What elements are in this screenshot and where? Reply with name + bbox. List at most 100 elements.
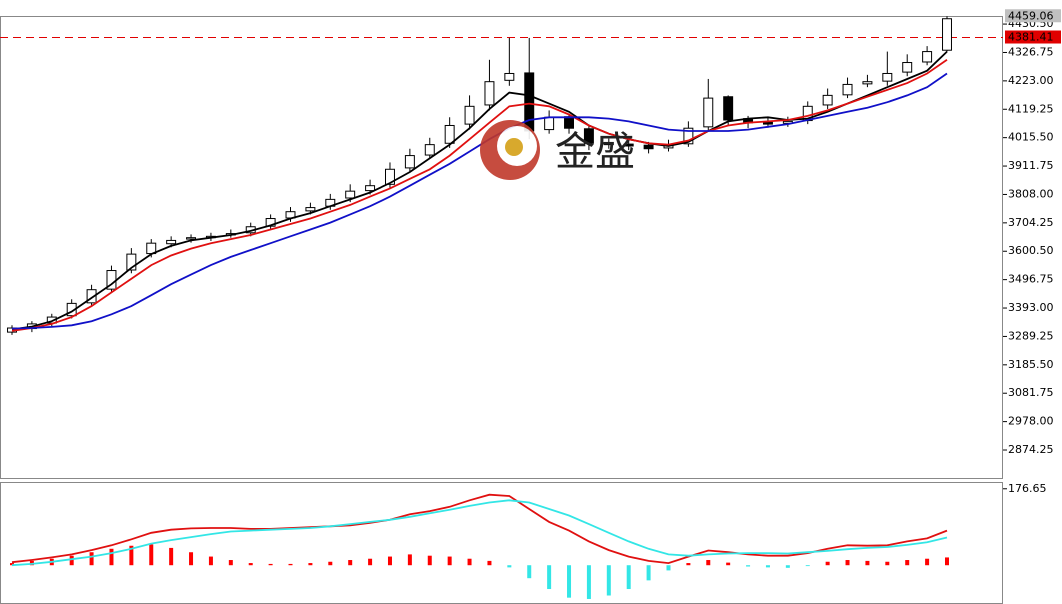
macd-bar: [129, 545, 134, 566]
candle-body: [583, 128, 594, 144]
macd-bar: [149, 544, 154, 566]
y-tick-label: 3185.50: [1008, 358, 1054, 371]
y-tick-label: 4119.25: [1008, 102, 1054, 115]
candle-body: [424, 144, 435, 156]
macd-bar: [547, 565, 552, 590]
macd-panel: [0, 482, 1003, 604]
macd-bar: [925, 558, 930, 566]
macd-bar: [348, 560, 353, 566]
y-tick-label: 4223.00: [1008, 74, 1054, 87]
macd-bar: [288, 563, 293, 566]
candle-body: [822, 94, 833, 106]
candle-body: [564, 116, 574, 129]
macd-bar: [527, 565, 532, 579]
macd-bar: [626, 565, 631, 590]
candle-body: [703, 97, 714, 128]
macd-bar: [189, 552, 194, 566]
y-tick-label: 2978.00: [1008, 415, 1054, 428]
macd-bar: [467, 558, 472, 566]
y-tick-label: 3393.00: [1008, 301, 1054, 314]
macd-bar: [268, 563, 273, 566]
y-tick-label: 3081.75: [1008, 386, 1054, 399]
macd-bar: [368, 558, 373, 566]
ma-line: [11, 493, 948, 565]
macd-bar: [69, 555, 74, 566]
y-tick-label: 3911.75: [1008, 159, 1054, 172]
macd-bar: [427, 555, 432, 566]
candle-body: [862, 81, 873, 85]
macd-bar: [746, 565, 751, 567]
last-price-label: 4459.06: [1008, 9, 1054, 22]
macd-bar: [885, 561, 890, 566]
macd-bar: [726, 562, 731, 566]
y-tick-label: 3704.25: [1008, 216, 1054, 229]
candle-body: [444, 124, 455, 144]
candle-body: [623, 143, 634, 147]
candle-body: [504, 72, 515, 81]
candle-body: [464, 105, 475, 125]
candle-body: [882, 72, 893, 82]
last-price-box: [1005, 9, 1061, 23]
candle-body: [126, 253, 137, 271]
macd-bar: [487, 560, 492, 566]
macd-bar: [328, 561, 333, 566]
macd-bar: [89, 552, 94, 566]
ma-line: [11, 72, 948, 330]
macd-bar: [765, 565, 770, 568]
ma-line: [11, 499, 948, 567]
candle-body: [166, 239, 177, 245]
marked-price-box: [1005, 30, 1061, 44]
watermark: 金盛: [555, 129, 635, 175]
macd-bar: [805, 565, 810, 567]
candle-body: [603, 141, 614, 146]
macd-bar: [248, 563, 253, 566]
ma-line: [11, 59, 948, 332]
candle-body: [186, 237, 197, 240]
logo: [480, 120, 540, 180]
logo-coin: [505, 138, 523, 156]
candle-body: [544, 116, 555, 131]
macd-bar: [228, 560, 233, 566]
macd-bar: [10, 563, 14, 566]
candle-body: [345, 190, 356, 199]
macd-bar: [169, 547, 174, 566]
marked-price-label: 4381.41: [1008, 31, 1054, 44]
y-tick-label: 4326.75: [1008, 45, 1054, 58]
candle-body: [86, 289, 97, 304]
macd-bar: [845, 560, 850, 566]
candle-body: [643, 144, 654, 150]
y-tick-label: 3808.00: [1008, 187, 1054, 200]
candle-body: [484, 81, 495, 106]
candle-body: [385, 168, 395, 185]
y-tick-label: 4015.50: [1008, 131, 1054, 144]
macd-bar: [407, 554, 412, 566]
macd-bar: [825, 561, 830, 566]
y-tick-label: 3496.75: [1008, 273, 1054, 286]
candle-body: [723, 96, 734, 121]
macd-bar: [606, 565, 611, 596]
candle-body: [365, 185, 376, 192]
candle-body: [902, 62, 913, 73]
macd-bar: [567, 565, 572, 598]
macd-bar: [686, 563, 691, 566]
candle-body: [305, 207, 316, 212]
macd-bar: [208, 556, 213, 566]
macd-bar: [865, 560, 870, 566]
macd-bar: [387, 556, 392, 566]
y-tick-label: 3289.25: [1008, 329, 1054, 342]
candle-body: [404, 155, 415, 169]
macd-bar: [706, 560, 711, 566]
y-tick-label: 176.65: [1008, 482, 1047, 495]
candle-body: [922, 51, 933, 63]
candle-body: [942, 18, 952, 51]
candle-body: [683, 127, 694, 145]
candle-body: [842, 83, 853, 96]
macd-bar: [646, 565, 651, 581]
y-tick-label: 2874.25: [1008, 443, 1054, 456]
macd-bar: [308, 563, 313, 566]
macd-bar: [447, 556, 452, 566]
macd-bar: [666, 565, 671, 571]
macd-bar: [945, 557, 949, 566]
y-tick-label: 3600.50: [1008, 244, 1054, 257]
